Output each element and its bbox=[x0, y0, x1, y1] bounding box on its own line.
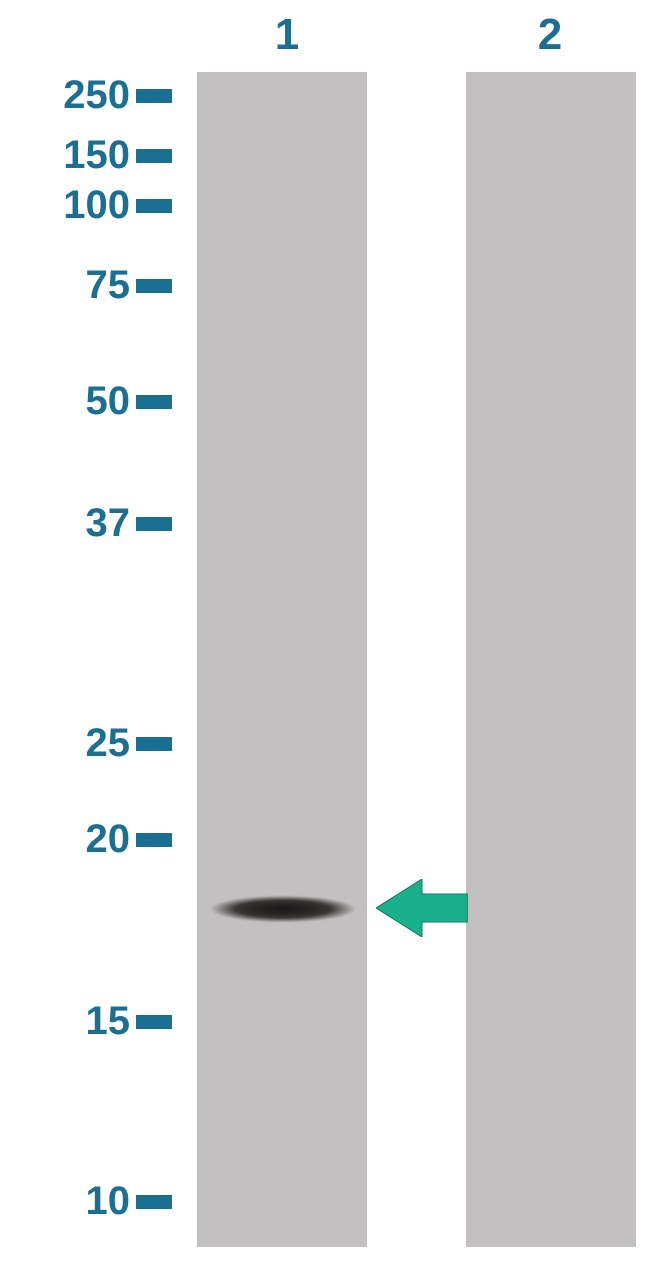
marker-tick bbox=[136, 737, 172, 751]
marker-label: 100 bbox=[63, 183, 130, 228]
marker-label: 20 bbox=[86, 817, 131, 862]
marker-label: 10 bbox=[86, 1179, 131, 1224]
marker-tick bbox=[136, 279, 172, 293]
marker-label: 37 bbox=[86, 501, 131, 546]
marker-label: 25 bbox=[86, 721, 131, 766]
marker-label: 250 bbox=[63, 73, 130, 118]
marker-tick bbox=[136, 149, 172, 163]
lane-1-header: 1 bbox=[262, 10, 312, 60]
lane-2-header: 2 bbox=[525, 10, 575, 60]
marker-label: 75 bbox=[86, 263, 131, 308]
marker-tick bbox=[136, 833, 172, 847]
marker-tick bbox=[136, 517, 172, 531]
marker-tick bbox=[136, 1195, 172, 1209]
marker-tick bbox=[136, 395, 172, 409]
protein-band bbox=[210, 894, 356, 924]
target-band-arrow-icon bbox=[376, 879, 468, 937]
lane-1 bbox=[197, 72, 367, 1247]
marker-label: 150 bbox=[63, 133, 130, 178]
marker-label: 50 bbox=[86, 379, 131, 424]
marker-label: 15 bbox=[86, 999, 131, 1044]
marker-tick bbox=[136, 199, 172, 213]
marker-tick bbox=[136, 1015, 172, 1029]
lane-2 bbox=[466, 72, 636, 1247]
marker-tick bbox=[136, 89, 172, 103]
